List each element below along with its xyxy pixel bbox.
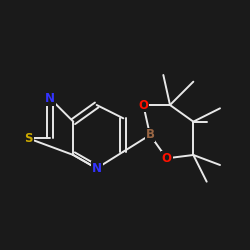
Text: O: O: [138, 98, 148, 112]
Text: S: S: [24, 132, 32, 145]
Text: N: N: [45, 92, 55, 105]
Text: O: O: [162, 152, 172, 165]
Text: B: B: [146, 128, 154, 141]
Text: N: N: [92, 162, 102, 175]
